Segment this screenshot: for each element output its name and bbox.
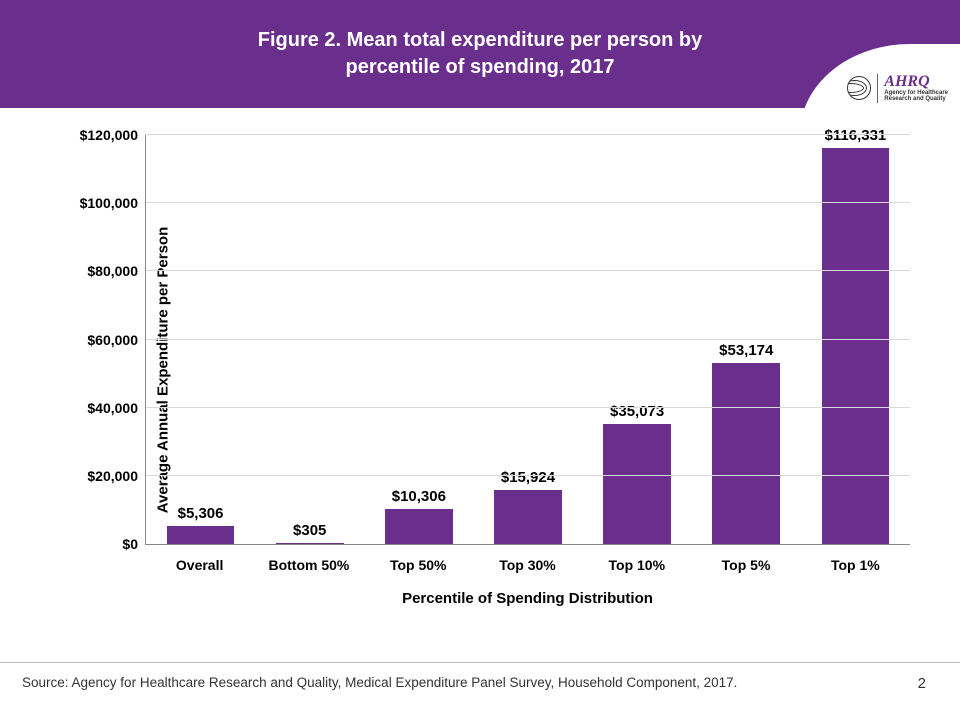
bar-value-label: $10,306 xyxy=(392,488,446,509)
ahrq-text: AHRQ Agency for Healthcare Research and … xyxy=(877,74,948,103)
x-axis-label: Percentile of Spending Distribution xyxy=(145,590,910,607)
ahrq-logo: AHRQ Agency for Healthcare Research and … xyxy=(800,39,960,109)
bar: $53,174 xyxy=(712,363,780,544)
ahrq-abbrev: AHRQ xyxy=(884,74,948,90)
bar-slot: $305 xyxy=(255,135,364,544)
bar-slot: $5,306 xyxy=(146,135,255,544)
x-tick-label: Top 5% xyxy=(691,557,800,573)
x-tick-label: Top 10% xyxy=(582,557,691,573)
footer: Source: Agency for Healthcare Research a… xyxy=(0,662,960,720)
ahrq-subline-1: Agency for Healthcare xyxy=(884,90,948,97)
gridline xyxy=(146,202,910,203)
bar-slot: $10,306 xyxy=(364,135,473,544)
gridline xyxy=(146,270,910,271)
bar-value-label: $116,331 xyxy=(825,127,887,148)
y-tick-label: $80,000 xyxy=(87,263,146,279)
x-tick-label: Overall xyxy=(145,557,254,573)
bar: $15,924 xyxy=(494,490,562,544)
chart-area: Average Annual Expenditure per Person $5… xyxy=(60,135,920,605)
bar-slot: $116,331 xyxy=(801,135,910,544)
bar-value-label: $305 xyxy=(293,522,326,543)
header-band: Figure 2. Mean total expenditure per per… xyxy=(0,0,960,108)
x-tick-label: Top 30% xyxy=(473,557,582,573)
x-ticks: OverallBottom 50%Top 50%Top 30%Top 10%To… xyxy=(145,557,910,573)
y-tick-label: $0 xyxy=(122,536,146,552)
bar-value-label: $53,174 xyxy=(719,342,773,363)
gridline xyxy=(146,339,910,340)
bar: $35,073 xyxy=(603,424,671,544)
y-tick-label: $60,000 xyxy=(87,332,146,348)
bars-container: $5,306 $305 $10,306 $15,924 $35,073 $53,174 $1… xyxy=(146,135,910,544)
bar-value-label: $5,306 xyxy=(178,505,224,526)
x-tick-label: Top 50% xyxy=(364,557,473,573)
y-tick-label: $20,000 xyxy=(87,468,146,484)
bar-slot: $53,174 xyxy=(692,135,801,544)
y-tick-label: $100,000 xyxy=(80,195,146,211)
bar: $10,306 xyxy=(385,509,453,544)
logo-text-block: AHRQ Agency for Healthcare Research and … xyxy=(847,74,948,103)
bar-slot: $15,924 xyxy=(473,135,582,544)
gridline xyxy=(146,134,910,135)
ahrq-subline-2: Research and Quality xyxy=(884,96,948,103)
bar: $5,306 xyxy=(167,526,235,544)
bar-slot: $35,073 xyxy=(583,135,692,544)
gridline xyxy=(146,407,910,408)
source-citation: Source: Agency for Healthcare Research a… xyxy=(22,675,737,690)
plot-region: $5,306 $305 $10,306 $15,924 $35,073 $53,174 $1… xyxy=(145,135,910,545)
y-tick-label: $120,000 xyxy=(80,127,146,143)
gridline xyxy=(146,475,910,476)
x-tick-label: Bottom 50% xyxy=(254,557,363,573)
figure-title: Figure 2. Mean total expenditure per per… xyxy=(258,27,703,81)
hhs-seal-icon xyxy=(847,76,871,100)
page-number: 2 xyxy=(918,675,938,692)
bar: $116,331 xyxy=(822,148,890,544)
x-tick-label: Top 1% xyxy=(801,557,910,573)
bar: $305 xyxy=(276,543,344,544)
bar-value-label: $15,924 xyxy=(501,469,555,490)
y-tick-label: $40,000 xyxy=(87,400,146,416)
